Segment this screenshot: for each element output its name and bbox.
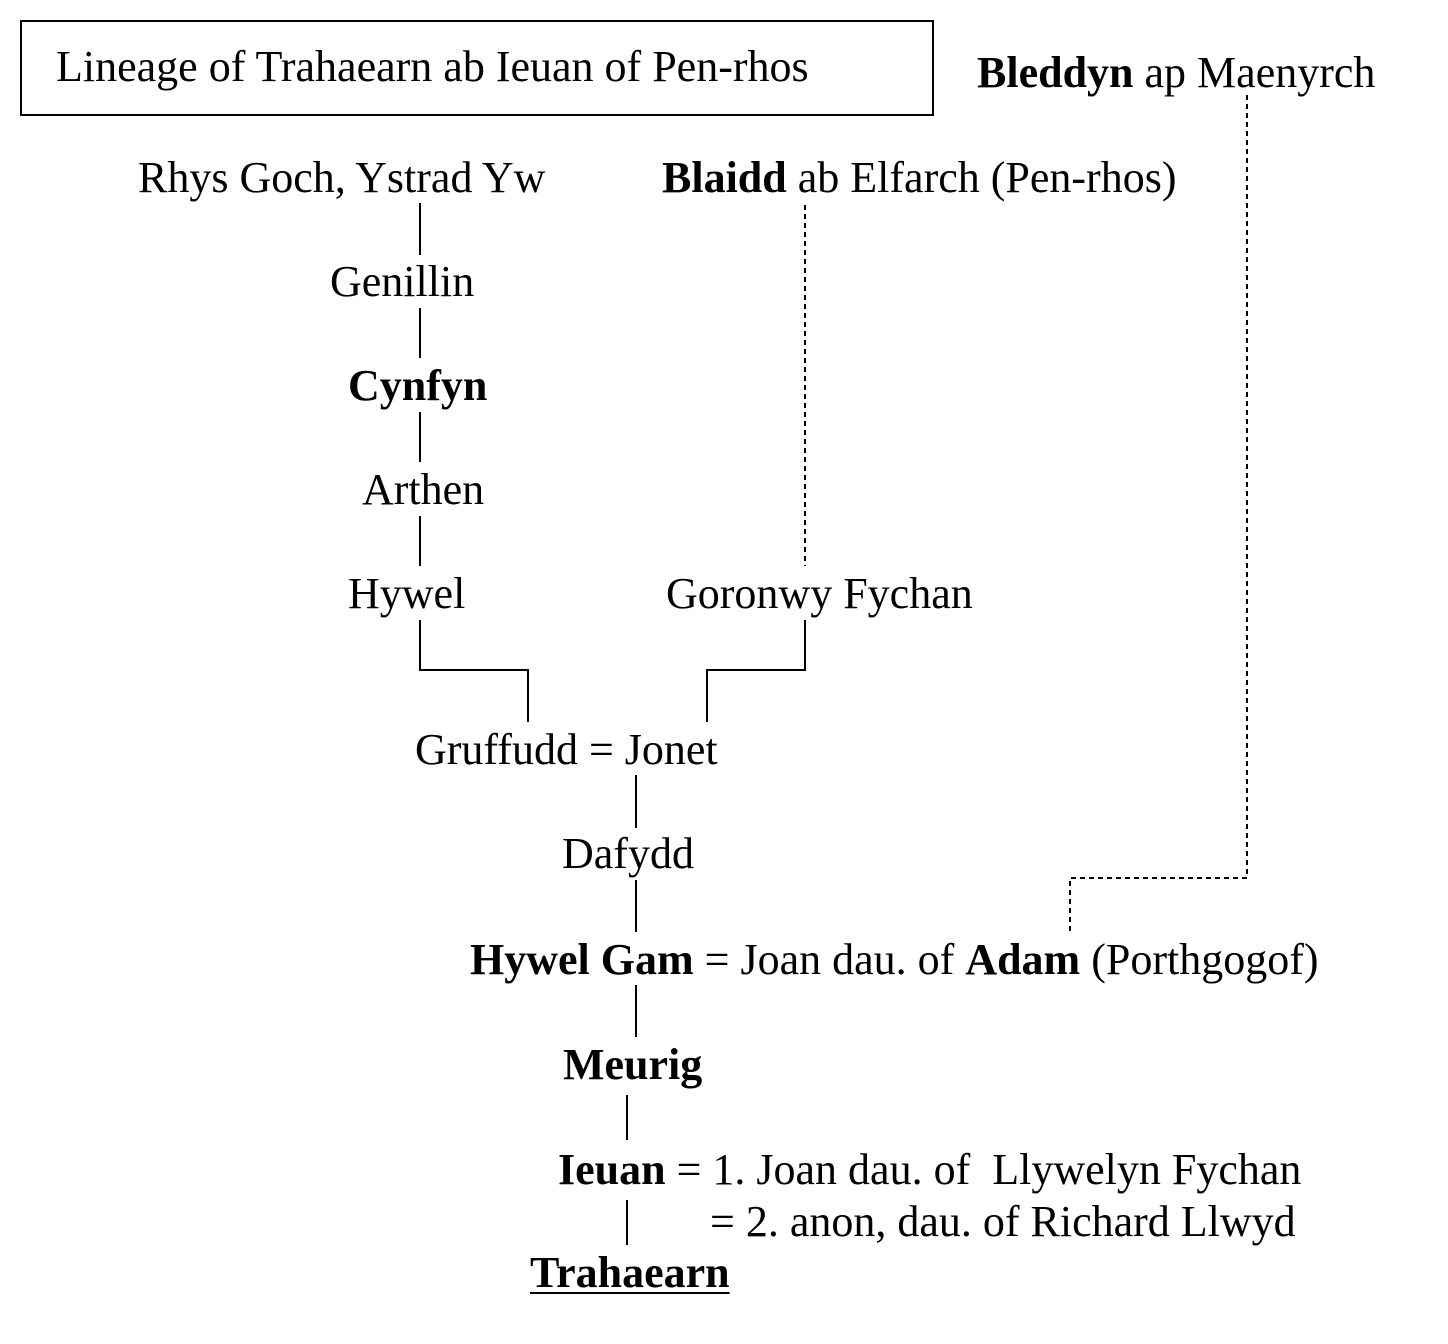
hywel-gam-spouse: = Joan dau. of xyxy=(693,935,966,984)
line-hywel-gruffudd xyxy=(419,620,529,722)
person-cynfyn: Cynfyn xyxy=(348,361,488,410)
person-genillin: Genillin xyxy=(330,257,475,306)
person-arthen: Arthen xyxy=(362,465,485,514)
person-bleddyn: Bleddyn ap Maenyrch xyxy=(977,48,1375,98)
adam-name: Adam xyxy=(965,935,1081,984)
couple-gruffudd-jonet: Gruffudd = Jonet xyxy=(415,725,718,774)
blaidd-patronym: ab Elfarch (Pen-rhos) xyxy=(786,153,1177,202)
dashed-line-bleddyn-adam xyxy=(1069,95,1248,932)
ieuan-name: Ieuan xyxy=(558,1145,666,1194)
bleddyn-patronym: ap Maenyrch xyxy=(1133,48,1376,97)
diagram-title: Lineage of Trahaearn ab Ieuan of Pen-rho… xyxy=(56,42,809,91)
adam-place: (Porthgogof) xyxy=(1080,935,1319,984)
person-blaidd: Blaidd ab Elfarch (Pen-rhos) xyxy=(662,153,1176,203)
couple-ieuan: Ieuan = 1. Joan dau. of Llywelyn Fychan xyxy=(558,1145,1301,1195)
person-hywel: Hywel xyxy=(348,569,466,618)
person-rhys-goch: Rhys Goch, Ystrad Yw xyxy=(138,153,546,202)
hywel-gam-name: Hywel Gam xyxy=(470,935,694,984)
ieuan-first-spouse: = 1. Joan dau. of Llywelyn Fychan xyxy=(665,1145,1302,1194)
blaidd-name: Blaidd xyxy=(662,153,787,202)
person-goronwy: Goronwy Fychan xyxy=(666,569,973,618)
person-dafydd: Dafydd xyxy=(562,829,694,878)
ieuan-second-spouse: = 2. anon, dau. of Richard Llwyd xyxy=(710,1197,1296,1246)
line-goronwy-jonet xyxy=(706,620,806,722)
bleddyn-name: Bleddyn xyxy=(977,48,1134,97)
title-box: Lineage of Trahaearn ab Ieuan of Pen-rho… xyxy=(20,20,934,116)
person-trahaearn: Trahaearn xyxy=(530,1248,730,1297)
couple-hywel-gam: Hywel Gam = Joan dau. of Adam (Porthgogo… xyxy=(470,935,1319,985)
person-meurig: Meurig xyxy=(563,1040,703,1089)
